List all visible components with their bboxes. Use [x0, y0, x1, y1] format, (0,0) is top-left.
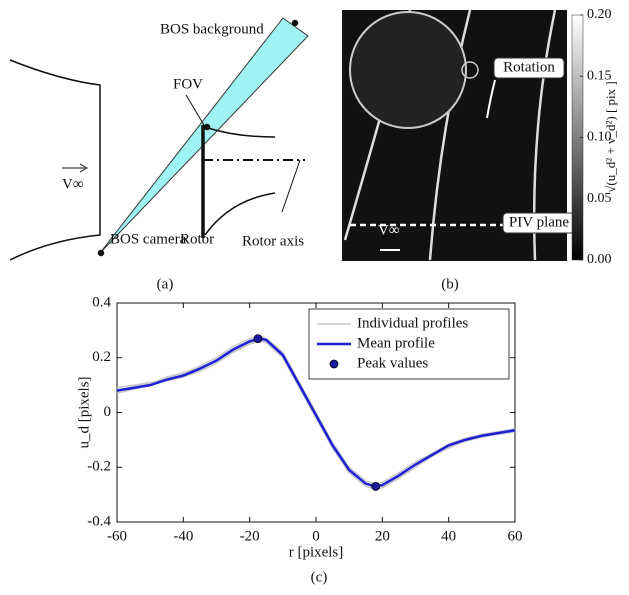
legend-marker: [329, 359, 339, 369]
y-tick-label: 0.2: [92, 349, 111, 365]
x-tick-label: -60: [107, 528, 127, 544]
legend-label: Individual profiles: [357, 315, 468, 331]
legend-label: Peak values: [357, 355, 428, 371]
rotation-arrow: [486, 79, 496, 119]
y-tick-label: 0: [104, 404, 112, 420]
colorbar-tick-label: 0.05: [587, 191, 612, 206]
x-tick-label: 60: [508, 528, 523, 544]
x-tick-label: -40: [173, 528, 193, 544]
caption: (a): [157, 276, 174, 292]
label: BOS background: [160, 21, 264, 37]
y-tick-label: -0.2: [87, 459, 111, 475]
colorbar-tick-label: 0.10: [587, 130, 612, 145]
x-tick-label: 20: [375, 528, 390, 544]
caption: (c): [311, 569, 328, 585]
caption: (b): [441, 276, 459, 292]
x-tick-label: 0: [312, 528, 320, 544]
pointer: [185, 94, 205, 126]
mean-profile: [116, 337, 516, 488]
blade: [204, 192, 276, 236]
blade: [204, 126, 276, 138]
streak: [428, 9, 472, 261]
label: V∞: [378, 222, 400, 238]
y-tick-label: 0.4: [92, 294, 111, 310]
dot: [97, 249, 105, 257]
y-tick-label: -0.4: [87, 513, 111, 529]
colorbar-tick-label: 0.15: [587, 68, 612, 83]
nozzle: [9, 59, 101, 261]
label-box: [493, 57, 565, 79]
label: Rotation: [503, 59, 555, 75]
x-tick-label: 40: [441, 528, 456, 544]
diagram-a: [9, 17, 309, 261]
label: Rotor: [180, 231, 214, 247]
pointer: [281, 159, 301, 213]
individual-profile: [116, 340, 516, 490]
zoom: [349, 11, 467, 129]
label: Rotor axis: [242, 233, 304, 249]
peak-marker: [253, 334, 263, 343]
label: V∞: [62, 176, 84, 192]
peak-marker: [371, 482, 381, 491]
colorbar-tick-label: 0.00: [587, 252, 612, 267]
x-axis-label: r [pixels]: [289, 544, 344, 560]
label: FOV: [173, 76, 203, 92]
x-tick-label: -20: [240, 528, 260, 544]
label: PIV plane: [509, 214, 569, 230]
dot: [291, 19, 299, 27]
legend-label: Mean profile: [357, 335, 435, 351]
dot: [203, 123, 211, 131]
y-axis-label: u_d [pixels]: [76, 376, 92, 448]
arrow-head: [79, 163, 89, 173]
label: BOS camera: [110, 231, 187, 247]
colorbar-label: √(u_d² + v_d²) [ pix ]: [603, 81, 618, 192]
image-b: [342, 9, 584, 261]
colorbar-tick-label: 0.20: [587, 7, 612, 22]
zoom-origin: [461, 61, 479, 79]
